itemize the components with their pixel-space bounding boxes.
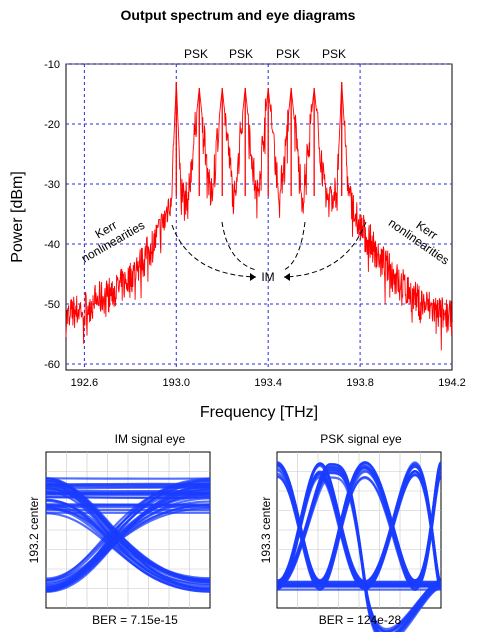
- psk-eye-trace-49: [276, 461, 443, 582]
- im-eye-ber: BER = 7.15e-15: [92, 613, 178, 627]
- im-eye-ylabel: 193.2 center: [27, 497, 41, 564]
- psk-eye-trace-48: [276, 462, 443, 584]
- psk-label-3: PSK: [276, 47, 300, 61]
- spectrum-ytick-label-3: -40: [44, 239, 60, 251]
- im-eye-panel: IM signal eye 193.2 center BER = 7.15e-1…: [27, 432, 211, 627]
- spectrum-trace: [65, 82, 453, 351]
- im-label: IM: [261, 270, 274, 284]
- im-eye-trace-57: [45, 485, 211, 489]
- im-arrow-left: [171, 224, 257, 278]
- spectrum-xtick-label-3: 193.8: [346, 377, 374, 389]
- psk-label-1: PSK: [184, 47, 208, 61]
- im-arrow-inner-right: [283, 221, 306, 271]
- psk-eye-trace-47: [276, 467, 442, 632]
- spectrum-ytick-label-1: -20: [44, 119, 60, 131]
- psk-eye-panel: PSK signal eye 193.3 center BER = 124e-2…: [259, 432, 443, 632]
- im-eye-trace-58: [45, 485, 211, 582]
- im-arrow-right: [283, 221, 367, 278]
- im-eye-title: IM signal eye: [115, 432, 186, 446]
- spectrum-chart: 192.6 193.0 193.4 193.8 194.2 -10 -20 -30 -40 -50…: [9, 47, 466, 421]
- spectrum-xlabel: Frequency [THz]: [200, 404, 318, 421]
- psk-label-2: PSK: [229, 47, 253, 61]
- im-eye-trace-54: [45, 496, 211, 499]
- psk-eye-traces: [276, 460, 443, 632]
- spectrum-ytick-label-2: -30: [44, 179, 60, 191]
- spectrum-xtick-label-4: 194.2: [438, 377, 466, 389]
- spectrum-ytick-label-5: -60: [44, 359, 60, 371]
- im-eye-trace-45: [45, 491, 211, 495]
- psk-eye-title: PSK signal eye: [320, 432, 402, 446]
- spectrum-ticks: 192.6 193.0 193.4 193.8 194.2 -10 -20 -30 -40 -50…: [44, 59, 466, 389]
- spectrum-ytick-label-4: -50: [44, 299, 60, 311]
- psk-eye-ber: BER = 124e-28: [319, 613, 402, 627]
- spectrum-plot-area: [65, 63, 453, 371]
- im-arrowhead-right: [284, 273, 290, 281]
- spectrum-xtick-label-0: 192.6: [71, 377, 99, 389]
- im-eye-traces: [45, 477, 211, 593]
- psk-label-4: PSK: [322, 47, 346, 61]
- spectrum-ytick-label-0: -10: [44, 59, 60, 71]
- figure-title: Output spectrum and eye diagrams: [121, 7, 356, 23]
- im-eye-trace-59: [45, 504, 211, 588]
- spectrum-xtick-label-2: 193.4: [254, 377, 282, 389]
- spectrum-ylabel: Power [dBm]: [9, 171, 26, 263]
- im-arrow-inner-left: [221, 221, 257, 271]
- spectrum-trace-line: [65, 82, 453, 351]
- im-eye-trace-52: [45, 498, 211, 593]
- psk-eye-ylabel: 193.3 center: [259, 497, 273, 564]
- im-arrowhead-left: [250, 273, 256, 281]
- spectrum-xtick-label-1: 193.0: [163, 377, 191, 389]
